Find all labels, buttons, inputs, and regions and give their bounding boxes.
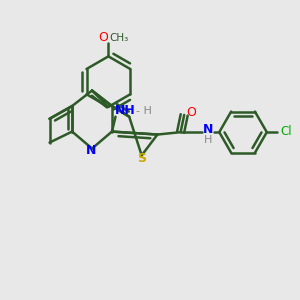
- Text: H: H: [204, 135, 212, 145]
- Text: N: N: [203, 123, 213, 136]
- Text: N: N: [86, 144, 97, 158]
- Text: O: O: [186, 106, 196, 119]
- Text: O: O: [98, 32, 108, 44]
- Text: Cl: Cl: [280, 125, 292, 138]
- Text: NH: NH: [115, 104, 135, 117]
- Text: S: S: [137, 152, 146, 165]
- Text: - H: - H: [136, 106, 152, 116]
- Text: CH₃: CH₃: [109, 33, 128, 43]
